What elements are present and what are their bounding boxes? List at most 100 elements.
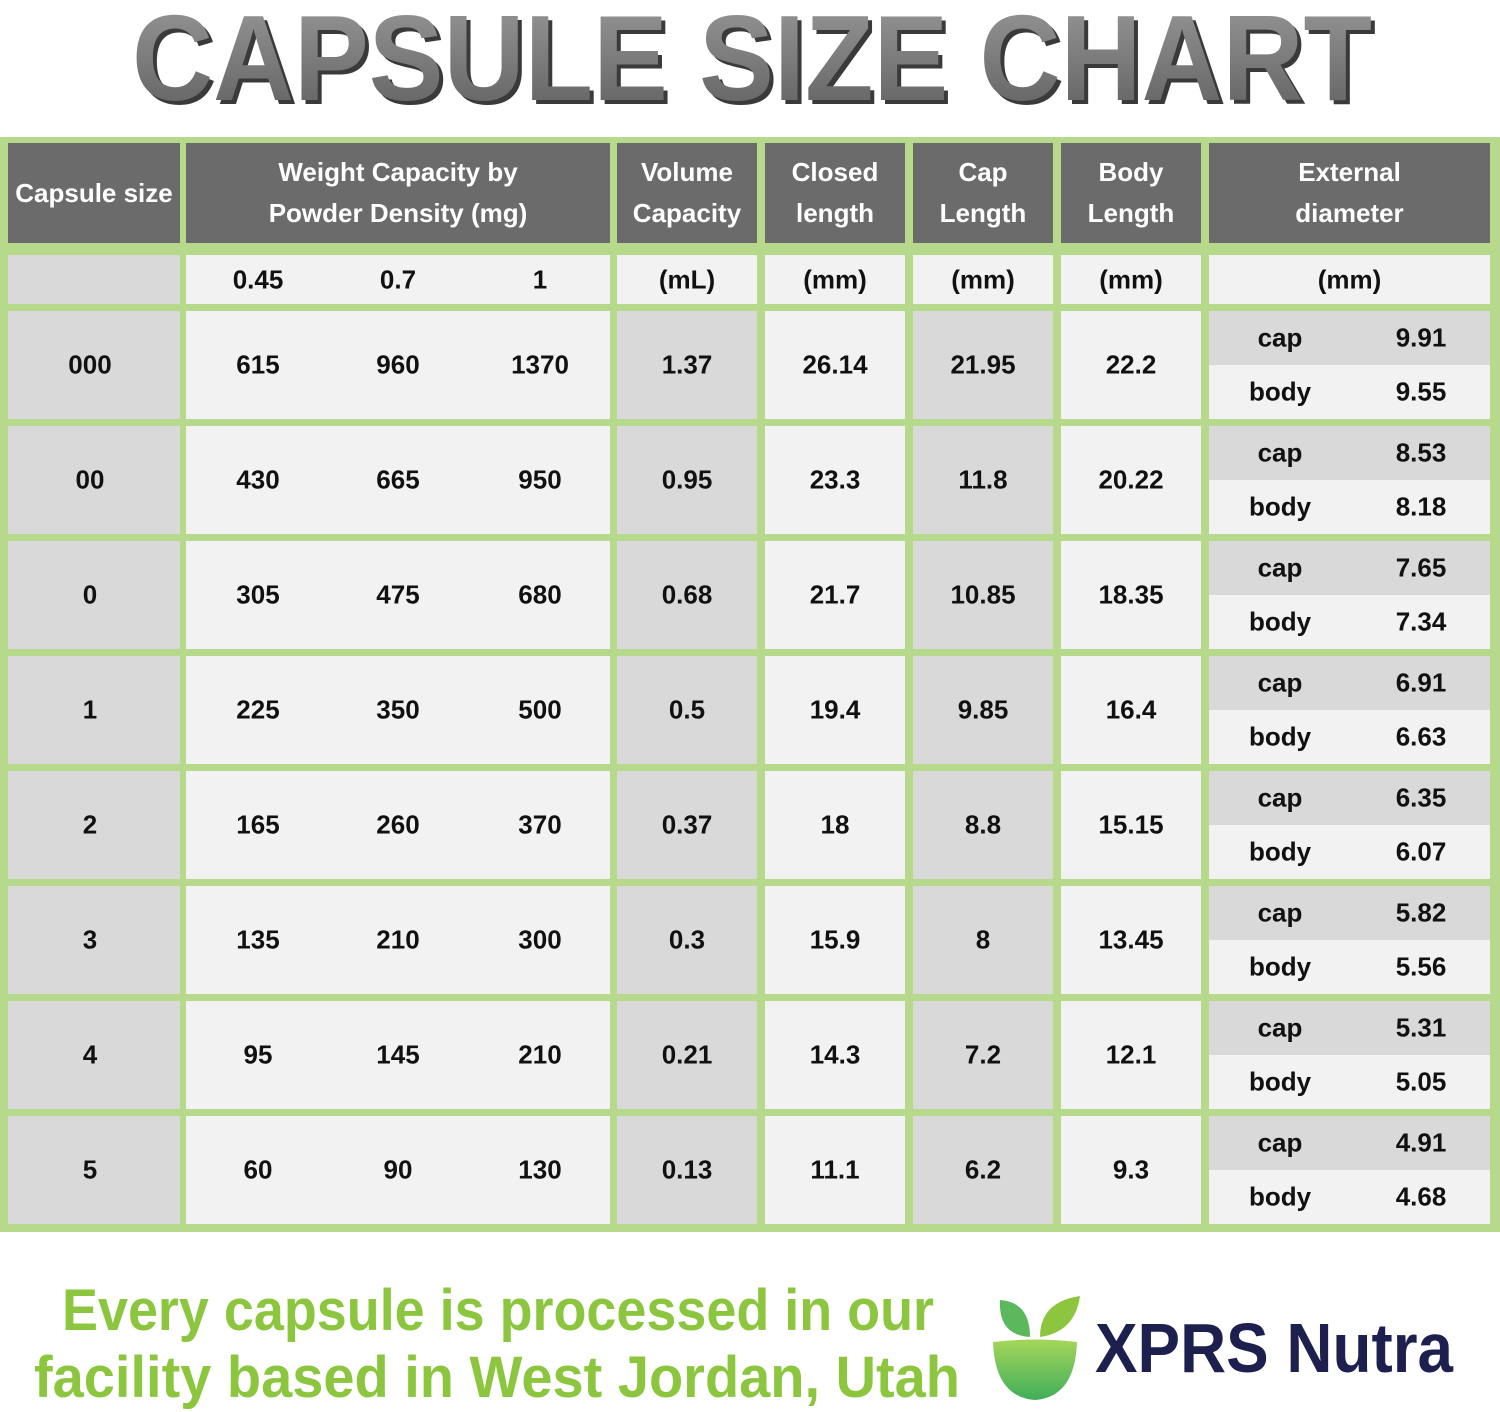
capsule-size: 2 <box>82 809 98 840</box>
cell <box>186 656 610 764</box>
cell <box>1061 1116 1201 1224</box>
cell <box>8 656 180 764</box>
header-cell: Body Length <box>1061 143 1201 243</box>
title-area: CAPSULE SIZE CHART CAPSULE SIZE CHART <box>132 0 1376 130</box>
diameter-label: body <box>1248 951 1312 982</box>
logo <box>993 1296 1080 1400</box>
closed: 19.4 <box>809 694 861 725</box>
diameter-value: 8.53 <box>1395 437 1447 468</box>
diameter-cap-cell <box>1209 886 1490 940</box>
volume: 1.37 <box>661 349 713 380</box>
cell <box>1061 1001 1201 1109</box>
diameter-value: 9.55 <box>1395 376 1447 407</box>
header-text: Volume Capacity <box>632 157 742 228</box>
diameter-label: body <box>1248 491 1312 522</box>
cell <box>913 311 1053 419</box>
cell <box>765 311 905 419</box>
volume: 0.13 <box>661 1154 713 1185</box>
weight: 210 <box>518 1039 562 1070</box>
cell <box>1061 886 1201 994</box>
capsule-size: 5 <box>82 1154 98 1185</box>
cell <box>1061 426 1201 534</box>
header-text: Body Length <box>1087 157 1175 228</box>
header-text: Capsule size <box>15 177 173 208</box>
header-cell: Cap Length <box>913 143 1053 243</box>
body-length: 22.2 <box>1105 349 1157 380</box>
diameter-body-cell <box>1209 825 1490 879</box>
diameter-label: cap <box>1257 552 1303 583</box>
cell <box>8 311 180 419</box>
diameter-body-cell <box>1209 480 1490 534</box>
title-shadow: CAPSULE SIZE CHART <box>136 0 1376 130</box>
diameter-value: 9.91 <box>1395 322 1447 353</box>
cell <box>617 771 757 879</box>
cap-length: 8.8 <box>964 809 1002 840</box>
cap-length: 21.95 <box>950 349 1016 380</box>
diameter-label: body <box>1248 1181 1312 1212</box>
diameter-cap-cell <box>1209 426 1490 480</box>
cell <box>913 886 1053 994</box>
cell <box>617 426 757 534</box>
cell <box>765 541 905 649</box>
weight: 680 <box>518 579 562 610</box>
diameter-cap-cell <box>1209 656 1490 710</box>
diameter-label: body <box>1248 721 1312 752</box>
cap-length: 8 <box>975 924 991 955</box>
footer-line: facility based in West Jordan, Utah <box>34 1345 960 1410</box>
cell <box>1061 311 1201 419</box>
unit: (mm) <box>1099 264 1163 294</box>
diameter-body-cell <box>1209 1170 1490 1224</box>
capsule-size: 3 <box>82 924 98 955</box>
closed: 15.9 <box>809 924 861 955</box>
cap-length: 11.8 <box>958 464 1008 495</box>
volume: 0.21 <box>661 1039 713 1070</box>
header-text: External diameter <box>1295 157 1404 228</box>
volume: 0.5 <box>668 694 706 725</box>
unit: (mL) <box>658 264 716 294</box>
cell <box>8 541 180 649</box>
cell <box>186 541 610 649</box>
body-length: 20.22 <box>1098 464 1164 495</box>
weight: 500 <box>518 694 562 725</box>
diameter-value: 6.07 <box>1395 836 1447 867</box>
cell <box>617 311 757 419</box>
unit: (mm) <box>951 264 1015 294</box>
closed: 14.3 <box>809 1039 861 1070</box>
weight: 60 <box>243 1154 273 1185</box>
diameter-label: cap <box>1257 437 1303 468</box>
diameter-value: 6.63 <box>1395 721 1447 752</box>
cell <box>8 771 180 879</box>
cell <box>186 771 610 879</box>
title: CAPSULE SIZE CHART <box>132 0 1372 126</box>
cell <box>8 1001 180 1109</box>
footer: Every capsule is processed in our facili… <box>34 1278 1454 1410</box>
subheader-cell <box>617 255 757 304</box>
capsule-size: 0 <box>82 579 98 610</box>
unit: (mm) <box>803 264 867 294</box>
capsule-size: 4 <box>82 1039 98 1070</box>
cell <box>913 656 1053 764</box>
volume: 0.37 <box>661 809 713 840</box>
diameter-cap-cell <box>1209 541 1490 595</box>
diameter-value: 5.05 <box>1395 1066 1447 1097</box>
cell <box>186 426 610 534</box>
cell <box>186 1001 610 1109</box>
footer-line: Every capsule is processed in our <box>62 1278 934 1343</box>
weight: 95 <box>243 1039 273 1070</box>
diameter-body-cell <box>1209 710 1490 764</box>
diameter-value: 7.34 <box>1395 606 1447 637</box>
weight: 350 <box>376 694 420 725</box>
diameter-value: 4.68 <box>1395 1181 1447 1212</box>
cell <box>913 426 1053 534</box>
diameter-label: cap <box>1257 897 1303 928</box>
cell <box>8 886 180 994</box>
weight: 210 <box>376 924 420 955</box>
weight: 145 <box>376 1039 420 1070</box>
cell <box>765 771 905 879</box>
cap-length: 10.85 <box>950 579 1016 610</box>
cell <box>765 426 905 534</box>
closed: 11.1 <box>810 1154 860 1185</box>
subheader-cell <box>1209 255 1490 304</box>
cell <box>913 1116 1053 1224</box>
